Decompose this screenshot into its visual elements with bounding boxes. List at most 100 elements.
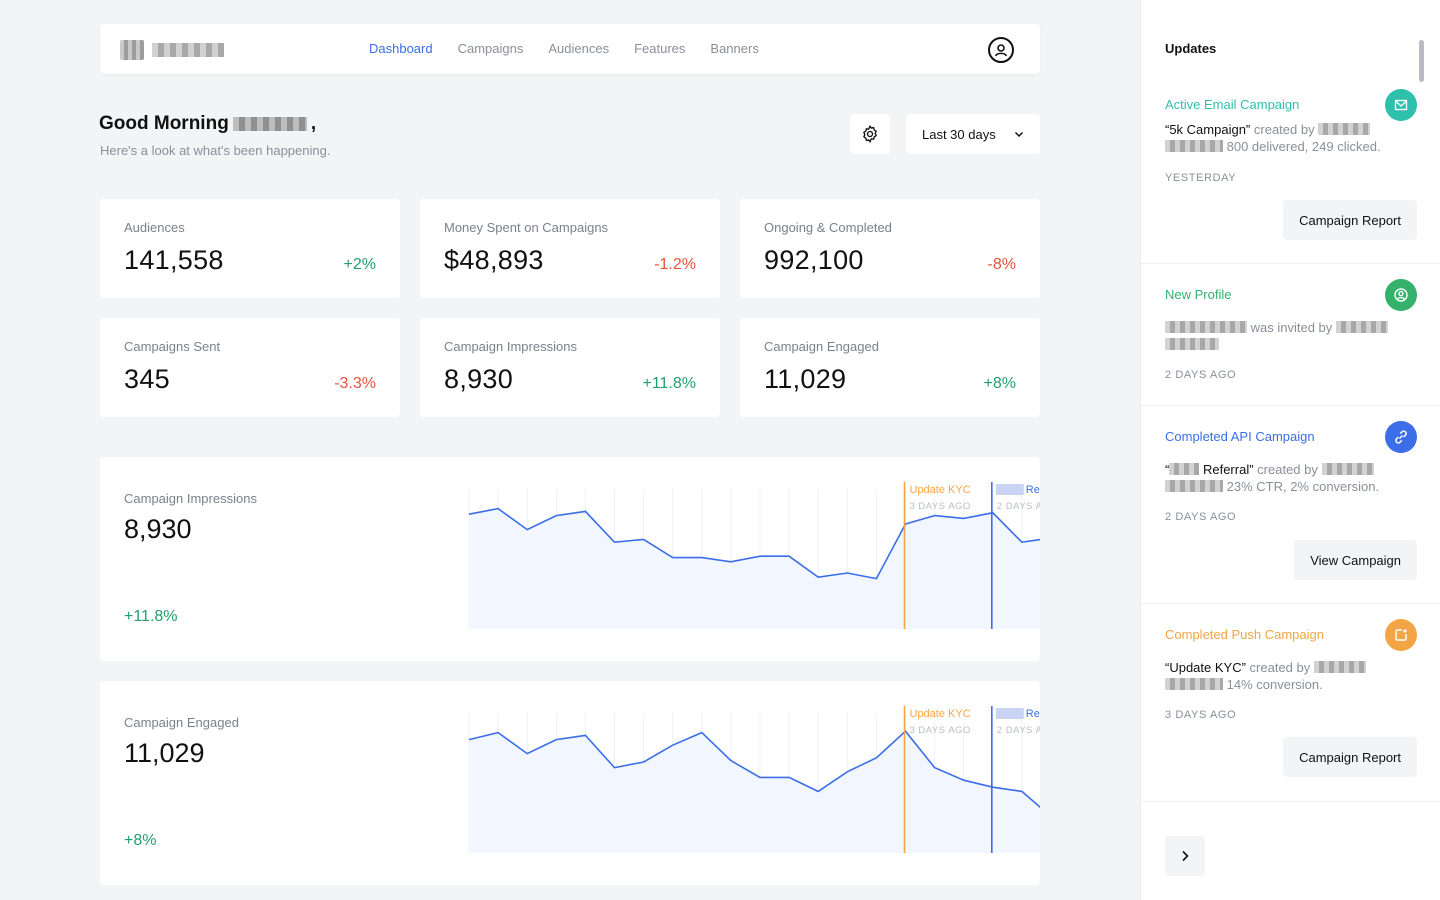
chart-label: Campaign Engaged [124, 715, 239, 730]
nav-features[interactable]: Features [634, 41, 686, 56]
logo-wordmark [152, 43, 224, 57]
chevron-right-icon [1182, 850, 1189, 862]
update-detail: 23% CTR, 2% conversion. [1226, 479, 1380, 494]
redacted-name [1165, 678, 1223, 690]
stat-card[interactable]: Audiences 141,558 +2% [100, 199, 400, 298]
next-button[interactable] [1165, 836, 1205, 876]
main-area: Dashboard Campaigns Audiences Features B… [99, 24, 1040, 885]
event-marker-time: 3 DAYS AGO [910, 725, 971, 736]
event-marker-label: Referral [1026, 484, 1040, 496]
update-title[interactable]: Completed API Campaign [1165, 429, 1315, 444]
redacted-name [1165, 480, 1223, 492]
top-nav: Dashboard Campaigns Audiences Features B… [100, 24, 1040, 74]
stat-change: -3.3% [334, 375, 376, 392]
redacted-name [1318, 123, 1371, 135]
stat-label: Campaigns Sent [124, 339, 221, 354]
updates-scrollbar[interactable] [1419, 40, 1424, 82]
updates-title: Updates [1165, 41, 1217, 56]
greeting-text: Good Morning [99, 113, 229, 134]
update-detail: 14% conversion. [1226, 677, 1323, 692]
stat-card[interactable]: Campaigns Sent 345 -3.3% [100, 318, 400, 417]
update-item[interactable]: Completed Push Campaign “Update KYC” crea… [1141, 604, 1440, 802]
nav-links: Dashboard Campaigns Audiences Features B… [369, 41, 759, 56]
chart-value: 11,029 [124, 738, 205, 768]
event-marker-time: 2 DAYS AGO [997, 501, 1040, 512]
update-action-button[interactable]: Campaign Report [1283, 200, 1417, 240]
update-text: was invited by [1250, 320, 1333, 335]
gear-icon [863, 125, 877, 143]
update-text: created by [1253, 122, 1315, 137]
redacted-name [1165, 321, 1247, 333]
update-action-button[interactable]: Campaign Report [1283, 737, 1417, 777]
redacted-marker-prefix [995, 484, 1024, 495]
push-icon [1385, 619, 1417, 651]
updates-panel: Updates Active Email Campaign “5k Campaig… [1140, 0, 1440, 900]
stat-label: Ongoing & Completed [764, 220, 892, 235]
chart-card: Campaign Impressions 8,930 +11.8% Update KY… [100, 457, 1040, 661]
mail-icon [1385, 89, 1417, 121]
update-title[interactable]: New Profile [1165, 287, 1232, 302]
update-time: 3 DAYS AGO [1165, 709, 1237, 721]
chart-label: Campaign Impressions [124, 491, 257, 506]
chart-change: +8% [124, 832, 157, 849]
redacted-name [1335, 321, 1388, 333]
brand-logo[interactable] [120, 40, 224, 60]
greeting-title: Good Morning , [99, 113, 317, 134]
update-item[interactable]: Active Email Campaign “5k Campaign” creat… [1141, 64, 1440, 264]
update-action-button[interactable]: View Campaign [1294, 540, 1417, 580]
stat-change: -8% [987, 256, 1016, 273]
update-detail: 800 delivered, 249 clicked. [1226, 139, 1381, 154]
redacted-marker-prefix [995, 708, 1024, 719]
user-icon [1385, 279, 1417, 311]
stat-card[interactable]: Campaign Engaged 11,029 +8% [740, 318, 1040, 417]
nav-banners[interactable]: Banners [710, 41, 759, 56]
update-item[interactable]: New Profile was invited by 2 DAYS AGO [1141, 264, 1440, 406]
update-time: 2 DAYS AGO [1165, 369, 1237, 381]
update-time: 2 DAYS AGO [1165, 511, 1237, 523]
update-item[interactable]: Completed API Campaign “ Referral” create… [1141, 406, 1440, 604]
redacted-name [1165, 338, 1219, 350]
stat-value: 8,930 [444, 364, 514, 394]
chart-area [469, 731, 1040, 853]
date-range-label: Last 30 days [922, 126, 996, 142]
update-body: “Update KYC” created by 14% conversion. [1165, 659, 1405, 693]
chart-card: Campaign Engaged 11,029 +8% Update KYC 3 DAY… [100, 681, 1040, 885]
stat-change: +2% [343, 256, 376, 273]
redacted-name [1169, 463, 1200, 475]
update-title[interactable]: Active Email Campaign [1165, 97, 1300, 112]
update-quote: Referral” [1202, 462, 1254, 477]
stat-value: 345 [124, 364, 170, 394]
update-quote: “Update KYC” [1165, 660, 1246, 675]
stat-value: 992,100 [764, 245, 864, 275]
stat-card[interactable]: Ongoing & Completed 992,100 -8% [740, 199, 1040, 298]
settings-button[interactable] [850, 114, 890, 154]
nav-campaigns[interactable]: Campaigns [457, 41, 524, 56]
update-body: “5k Campaign” created by 800 delivered, … [1165, 121, 1405, 155]
update-body: “ Referral” created by 23% CTR, 2% conve… [1165, 461, 1405, 495]
logo-icon [120, 40, 144, 60]
stat-value: $48,893 [444, 245, 544, 275]
user-profile-icon[interactable] [988, 37, 1014, 63]
chevron-down-icon [1014, 131, 1024, 138]
stat-value: 11,029 [764, 364, 847, 394]
nav-dashboard[interactable]: Dashboard [369, 41, 433, 56]
redacted-name [1321, 463, 1374, 475]
chart-change: +11.8% [124, 608, 178, 625]
event-marker-time: 2 DAYS AGO [997, 725, 1040, 736]
chart-area [469, 508, 1040, 629]
update-text: created by [1257, 462, 1318, 477]
update-title[interactable]: Completed Push Campaign [1165, 627, 1324, 642]
stat-label: Money Spent on Campaigns [444, 220, 609, 235]
update-body: was invited by [1165, 319, 1405, 353]
update-time: YESTERDAY [1165, 172, 1237, 184]
stat-card[interactable]: Money Spent on Campaigns $48,893 -1.2% [420, 199, 720, 298]
nav-audiences[interactable]: Audiences [548, 41, 610, 56]
stat-card[interactable]: Campaign Impressions 8,930 +11.8% [420, 318, 720, 417]
greeting-subtitle: Here's a look at what's been happening. [100, 143, 331, 158]
redacted-name [1313, 661, 1366, 673]
link-icon [1385, 421, 1417, 453]
event-marker-time: 3 DAYS AGO [910, 501, 971, 512]
date-range-select[interactable]: Last 30 days [906, 114, 1040, 154]
